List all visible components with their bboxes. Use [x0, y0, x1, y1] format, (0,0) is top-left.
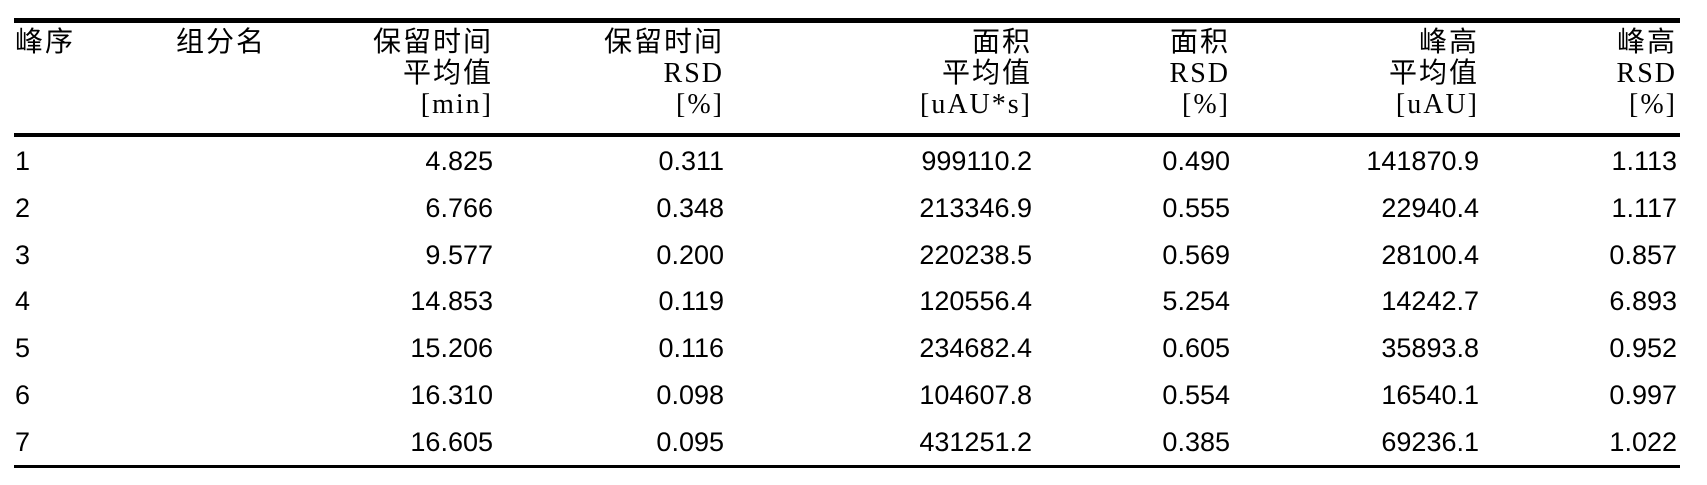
table-cell: 3: [15, 239, 31, 270]
header-cell: [uAU*s]: [920, 89, 1032, 120]
header-cell: 保留时间: [372, 27, 493, 58]
table-cell: 1.113: [1611, 146, 1677, 176]
table-cell: 2: [15, 192, 31, 223]
table-cell: 234682.4: [919, 333, 1032, 364]
table-cell: 0.311: [658, 146, 724, 176]
table-cell: 0.348: [656, 192, 724, 223]
top-rule: [14, 18, 1680, 23]
table-cell: 35893.8: [1381, 333, 1479, 364]
header-cell: [min]: [420, 89, 493, 120]
table-cell: 0.200: [656, 239, 724, 270]
bottom-rule: [14, 465, 1680, 468]
table-cell: 1.022: [1609, 426, 1677, 457]
table-cell: 0.952: [1609, 333, 1677, 364]
table-cell: 220238.5: [919, 239, 1032, 270]
table-cell: 120556.4: [919, 286, 1032, 317]
table-cell: 5.254: [1162, 286, 1230, 317]
table-cell: 6: [15, 380, 31, 410]
table-cell: 14.853: [410, 286, 493, 317]
table-cell: 141870.9: [1366, 146, 1479, 176]
table-cell: 16540.1: [1381, 380, 1479, 410]
header-cell: 保留时间: [603, 27, 724, 58]
header-cell: 峰序: [15, 27, 76, 58]
table-cell: 0.857: [1609, 239, 1677, 270]
header-cell: 峰高: [1616, 27, 1677, 58]
header-cell: RSD: [1616, 58, 1677, 89]
table-cell: 0.554: [1162, 380, 1230, 410]
table-cell: 0.119: [658, 286, 724, 317]
table-cell: 0.555: [1162, 192, 1230, 223]
table-cell: 0.569: [1162, 239, 1230, 270]
header-cell: [%]: [1629, 89, 1677, 120]
header-cell: 峰高: [1418, 27, 1479, 58]
table-cell: 4: [15, 286, 31, 317]
table-cell: 0.997: [1609, 380, 1677, 410]
table-cell: 14242.7: [1381, 286, 1479, 317]
table-cell: 0.116: [658, 333, 724, 364]
table-cell: 9.577: [425, 239, 493, 270]
table-cell: 213346.9: [919, 192, 1032, 223]
table-cell: 999110.2: [921, 146, 1032, 176]
header-cell: 组分名: [176, 27, 267, 58]
table-cell: 431251.2: [919, 426, 1032, 457]
table-cell: 6.893: [1609, 286, 1677, 317]
table-cell: 16.310: [410, 380, 493, 410]
header-cell: 面积: [971, 27, 1032, 58]
header-cell: RSD: [663, 58, 724, 89]
table-cell: 4.825: [425, 146, 493, 176]
header-cell: [%]: [676, 89, 724, 120]
table-cell: 0.095: [656, 426, 724, 457]
table-cell: 69236.1: [1381, 426, 1479, 457]
header-cell: 面积: [1169, 27, 1230, 58]
table-cell: 28100.4: [1381, 239, 1479, 270]
header-cell: [%]: [1182, 89, 1230, 120]
header-rule: [14, 133, 1680, 137]
table-cell: 0.385: [1162, 426, 1230, 457]
header-cell: 平均值: [941, 58, 1032, 89]
table-cell: 22940.4: [1381, 192, 1479, 223]
table-cell: 15.206: [410, 333, 493, 364]
table-cell: 1.117: [1611, 192, 1677, 223]
table-cell: 0.605: [1162, 333, 1230, 364]
table-cell: 16.605: [410, 426, 493, 457]
table-cell: 1: [15, 146, 31, 176]
table-cell: 5: [15, 333, 31, 364]
table-cell: 104607.8: [919, 380, 1032, 410]
header-cell: [uAU]: [1395, 89, 1479, 120]
header-cell: 平均值: [402, 58, 493, 89]
table-cell: 0.098: [656, 380, 724, 410]
table-cell: 6.766: [425, 192, 493, 223]
header-cell: RSD: [1169, 58, 1230, 89]
header-cell: 平均值: [1388, 58, 1479, 89]
table-cell: 0.490: [1162, 146, 1230, 176]
table-cell: 7: [15, 426, 31, 457]
